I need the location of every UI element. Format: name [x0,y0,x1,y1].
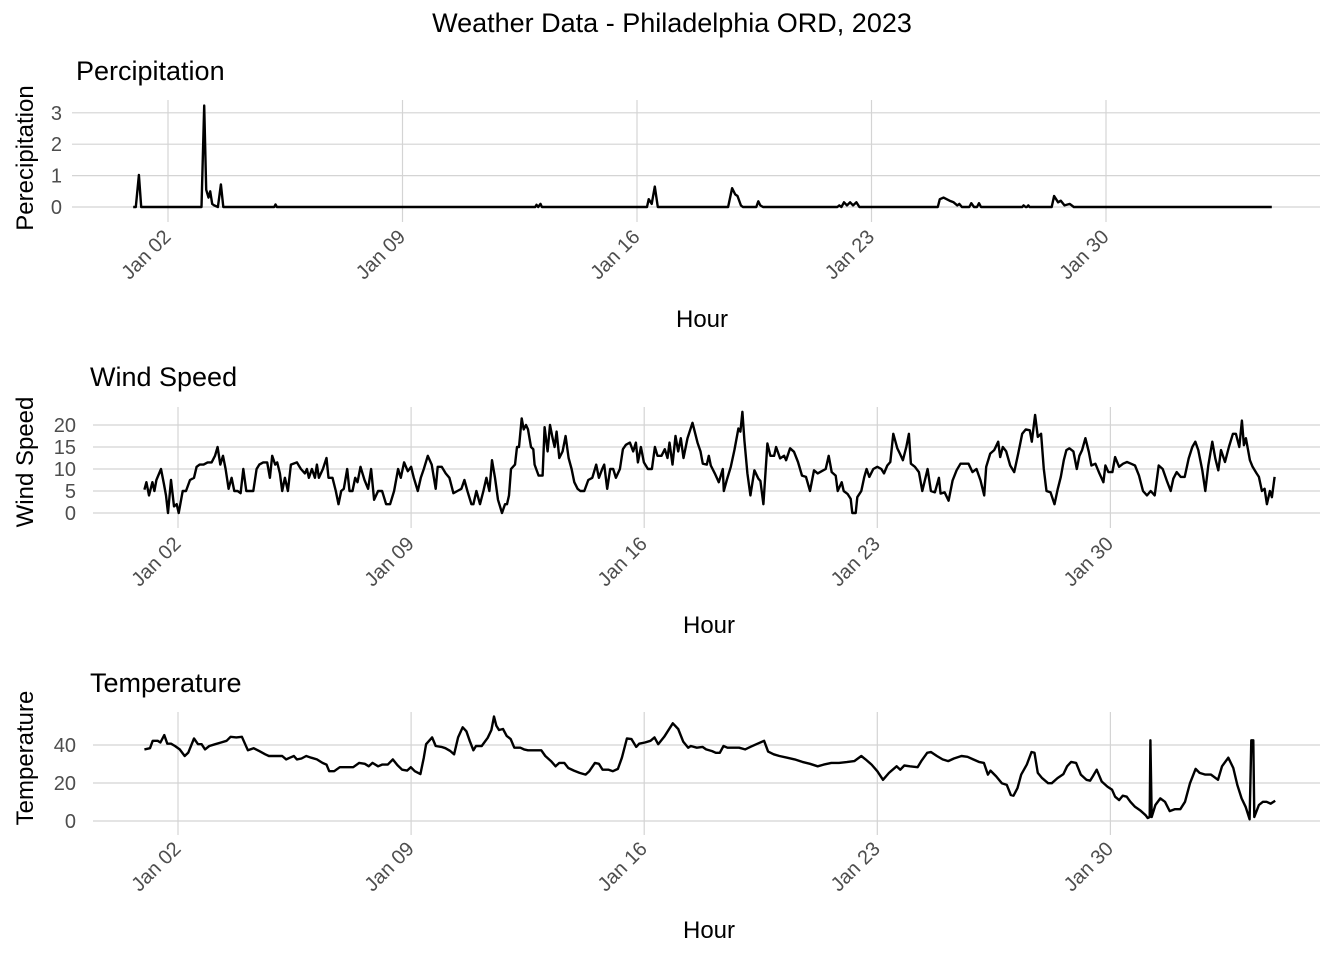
y-tick-label: 10 [54,459,76,481]
x-tick-label: Jan 02 [118,226,176,284]
x-tick-label: Jan 30 [1056,226,1114,284]
x-tick-label: Jan 16 [594,838,652,896]
panel-precipitation: Percipitation 0 1 2 3 Jan 02 Jan 09 Jan 16 Jan … [12,56,1320,333]
series-line-temperature [144,715,1276,821]
x-tick-label: Jan 09 [352,226,410,284]
x-tick-label: Jan 09 [361,838,419,896]
figure-title: Weather Data - Philadelphia ORD, 2023 [432,8,912,38]
x-tick-label: Jan 16 [594,533,652,591]
panel-temperature: Temperature 0 20 40 Jan 02 Jan 09 Jan 16 Jan 2… [12,668,1320,944]
x-tick-label: Jan 23 [821,226,879,284]
y-tick-label: 0 [65,503,76,525]
panel-title-precipitation: Percipitation [76,56,225,86]
x-tick-label: Jan 02 [128,838,186,896]
x-tick-label: Jan 09 [361,533,419,591]
x-axis-title-precipitation: Hour [676,306,728,333]
panel-title-wind-speed: Wind Speed [90,362,237,392]
y-tick-label: 20 [54,773,76,795]
x-tick-label: Jan 02 [128,533,186,591]
plot-area-temperature: 0 20 40 Jan 02 Jan 09 Jan 16 Jan 23 Jan 30 [54,712,1320,896]
x-axis-title-temperature: Hour [683,917,735,944]
x-tick-label: Jan 30 [1060,533,1118,591]
y-tick-label: 5 [65,481,76,503]
y-tick-label: 0 [51,197,62,219]
x-tick-label: Jan 23 [827,533,885,591]
y-tick-label: 2 [51,134,62,156]
y-axis-title-precipitation: Perecipitation [12,85,39,230]
panel-title-temperature: Temperature [90,668,242,698]
y-tick-label: 20 [54,415,76,437]
plot-area-precipitation: 0 1 2 3 Jan 02 Jan 09 Jan 16 Jan 23 Jan 30 [51,100,1320,284]
y-tick-label: 0 [65,811,76,833]
y-axis-title-wind-speed: Wind Speed [12,397,39,528]
y-tick-label: 40 [54,735,76,757]
x-tick-label: Jan 16 [587,226,645,284]
y-tick-label: 3 [51,103,62,125]
y-tick-label: 1 [51,166,62,188]
y-tick-label: 15 [54,437,76,459]
y-axis-title-temperature: Temperature [12,691,39,826]
x-tick-label: Jan 23 [827,838,885,896]
series-line-wind-speed [143,410,1276,515]
x-tick-label: Jan 30 [1060,838,1118,896]
x-axis-title-wind-speed: Hour [683,612,735,639]
series-line-precipitation [133,104,1272,209]
